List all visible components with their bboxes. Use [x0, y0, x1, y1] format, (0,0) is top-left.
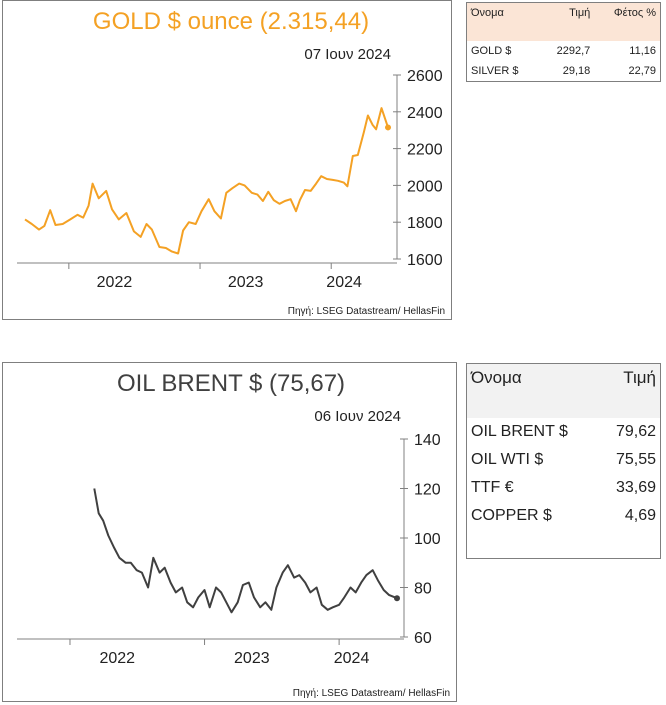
- oil-chart-source: Πηγή: LSEG Datastream/ HellasFin: [293, 687, 450, 699]
- gold-series-line: [24, 107, 389, 255]
- oil-chart-date: 06 Ιουν 2024: [314, 408, 401, 425]
- oil-table-cell-name: OIL BRENT $: [471, 423, 568, 440]
- gold-chart: GOLD $ ounce (2.315,44) 07 Ιουν 2024 160…: [17, 8, 445, 317]
- table-row: GOLD $ 2292,7 11,16: [467, 41, 660, 61]
- gold-table-cell-ytd: 22,79: [628, 65, 656, 77]
- oil-table-cell-name: TTF €: [471, 479, 514, 496]
- oil-table-cell-price: 75,55: [615, 451, 656, 468]
- oil-table-header: Όνομα Τιμή: [467, 364, 660, 418]
- oil-table-header-name: Όνομα: [467, 364, 600, 418]
- gold-y-tick-label: 2000: [407, 178, 443, 195]
- oil-table-cell-price: 4,69: [624, 507, 656, 524]
- oil-plot-area: 60 80 100 120 140 2022 2023 2024: [17, 432, 441, 667]
- gold-chart-source: Πηγή: LSEG Datastream/ HellasFin: [288, 305, 445, 317]
- gold-table-cell-price: 2292,7: [556, 45, 591, 57]
- gold-table-header-name: Όνομα: [467, 3, 540, 41]
- oil-chart-title: OIL BRENT $ (75,67): [117, 370, 345, 397]
- gold-table-cell-name: SILVER $: [471, 65, 519, 77]
- oil-y-tick-label: 100: [414, 531, 441, 548]
- oil-x-tick-label: 2022: [99, 650, 135, 667]
- gold-table-header: Όνομα Τιμή Φέτος %: [467, 3, 660, 41]
- gold-table-cell-price: 29,18: [562, 65, 591, 77]
- oil-series-line: [93, 488, 398, 614]
- oil-y-tick-label: 80: [414, 581, 432, 598]
- gold-y-tick-label: 1600: [407, 252, 443, 269]
- gold-table-cell-ytd: 11,16: [629, 45, 656, 57]
- gold-chart-panel: GOLD $ ounce (2.315,44) 07 Ιουν 2024 160…: [2, 0, 452, 320]
- gold-y-tick-label: 2600: [407, 68, 443, 85]
- oil-table-header-price: Τιμή: [599, 364, 660, 418]
- gold-y-tick-label: 1800: [407, 215, 443, 232]
- gold-chart-title: GOLD $ ounce (2.315,44): [93, 8, 369, 35]
- table-row: SILVER $ 29,18 22,79: [467, 61, 660, 81]
- oil-y-tick-label: 140: [414, 432, 441, 449]
- gold-last-point: [385, 124, 391, 131]
- gold-chart-date: 07 Ιουν 2024: [304, 46, 391, 63]
- table-row: TTF € 33,69: [467, 474, 660, 502]
- gold-y-tick-label: 2200: [407, 142, 443, 159]
- gold-plot-area: 1600 1800 2000 2200 2400 2600 2022 2023 2024: [17, 68, 443, 291]
- oil-chart-panel: OIL BRENT $ (75,67) 06 Ιουν 2024 60 80 100…: [2, 362, 457, 702]
- commodities-price-table: Όνομα Τιμή OIL BRENT $ 79,62 OIL WTI $ 7…: [466, 363, 661, 559]
- oil-table-cell-price: 79,62: [615, 423, 656, 440]
- oil-x-tick-label: 2023: [234, 650, 270, 667]
- table-row: COPPER $ 4,69: [467, 502, 660, 530]
- gold-x-tick-label: 2024: [326, 274, 362, 291]
- oil-chart: OIL BRENT $ (75,67) 06 Ιουν 2024 60 80 100…: [17, 370, 450, 699]
- gold-table-cell-name: GOLD $: [471, 45, 512, 57]
- gold-table-header-price: Τιμή: [539, 3, 595, 41]
- gold-x-tick-label: 2022: [97, 274, 133, 291]
- oil-x-tick-label: 2024: [334, 650, 370, 667]
- oil-y-tick-label: 120: [414, 482, 441, 499]
- oil-last-point: [394, 595, 400, 602]
- gold-table-header-ytd: Φέτος %: [594, 3, 660, 41]
- gold-x-tick-label: 2023: [228, 274, 264, 291]
- gold-y-tick-label: 2400: [407, 105, 443, 122]
- gold-price-table: Όνομα Τιμή Φέτος % GOLD $ 2292,7 11,16 S…: [466, 2, 661, 82]
- table-row: OIL WTI $ 75,55: [467, 446, 660, 474]
- oil-table-cell-name: OIL WTI $: [471, 451, 544, 468]
- table-row: OIL BRENT $ 79,62: [467, 418, 660, 446]
- oil-table-cell-price: 33,69: [615, 479, 656, 496]
- oil-table-cell-name: COPPER $: [471, 507, 552, 524]
- oil-y-tick-label: 60: [414, 630, 432, 647]
